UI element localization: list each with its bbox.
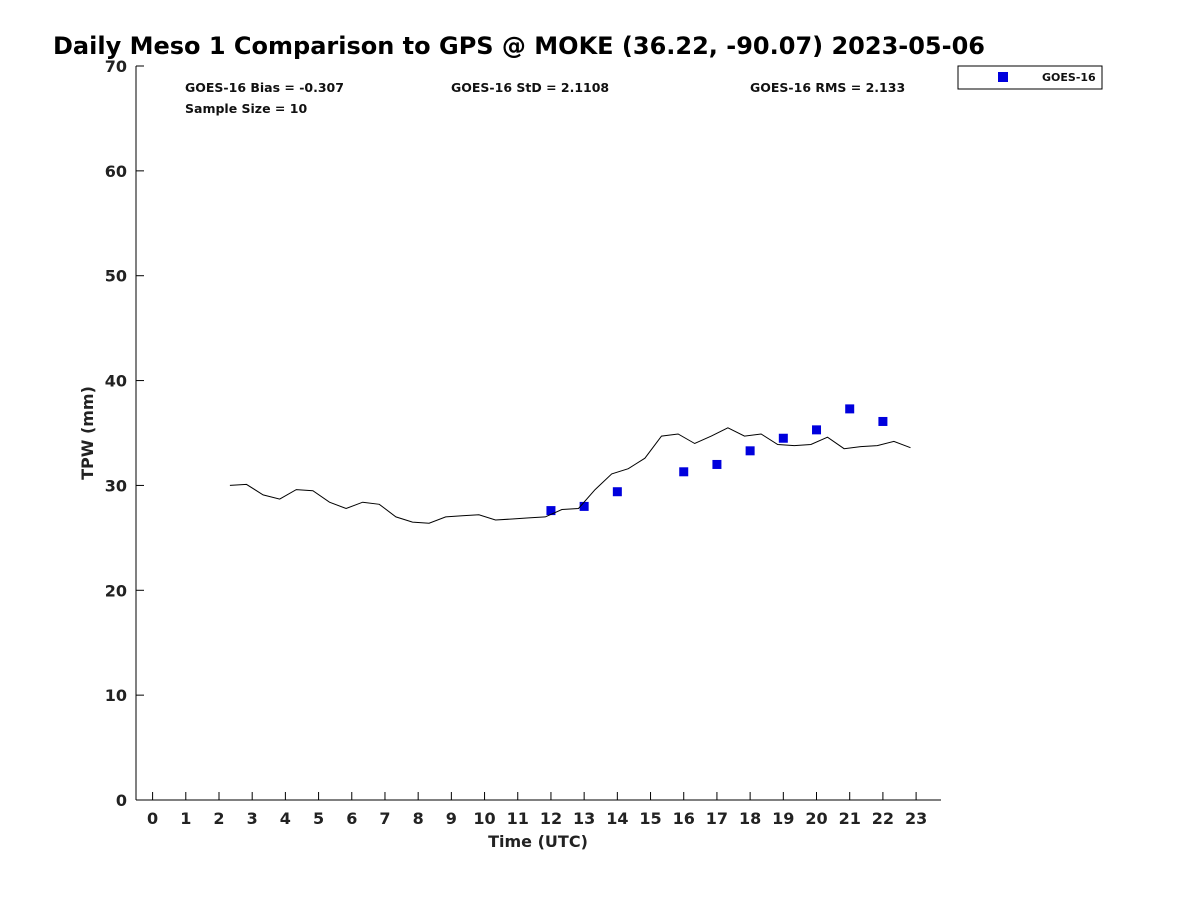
x-tick-label: 10 [473, 809, 495, 828]
x-tick-label: 16 [673, 809, 695, 828]
legend: GOES-16 [957, 65, 1103, 90]
axes [135, 66, 941, 801]
gps-tpw-line [229, 427, 911, 524]
y-tick-label: 10 [105, 686, 127, 705]
sample-size-stat: Sample Size = 10 [185, 101, 307, 116]
goes16-point [878, 416, 888, 426]
bias-stat: GOES-16 Bias = -0.307 [185, 80, 344, 95]
x-tick-label: 23 [905, 809, 927, 828]
goes16-point [745, 446, 755, 456]
y-tick-label: 70 [105, 57, 127, 76]
legend-box [957, 65, 1103, 90]
x-axis-label: Time (UTC) [488, 832, 588, 851]
x-tick-label: 7 [379, 809, 390, 828]
y-tick-label: 50 [105, 267, 127, 286]
x-tick-label: 3 [247, 809, 258, 828]
x-tick-label: 1 [180, 809, 191, 828]
plot-area [229, 404, 911, 524]
y-tick-label: 20 [105, 581, 127, 600]
y-axis-label: TPW (mm) [78, 386, 97, 480]
x-tick-label: 9 [446, 809, 457, 828]
x-tick-label: 4 [280, 809, 291, 828]
x-tick-label: 18 [739, 809, 761, 828]
goes16-point [546, 506, 556, 516]
std-stat: GOES-16 StD = 2.1108 [451, 80, 609, 95]
x-tick-label: 14 [606, 809, 628, 828]
x-tick-label: 0 [147, 809, 158, 828]
x-tick-label: 5 [313, 809, 324, 828]
y-tick-label: 60 [105, 162, 127, 181]
goes16-point [712, 459, 722, 469]
legend-marker [998, 72, 1008, 82]
x-tick-label: 19 [772, 809, 794, 828]
x-tick-label: 20 [805, 809, 827, 828]
x-axis-ticks: 0 1 2 3 4 5 6 7 8 9 10 11 12 13 14 15 16 17 18 19 20 21 22 23 [147, 792, 927, 828]
rms-stat: GOES-16 RMS = 2.133 [750, 80, 905, 95]
y-tick-label: 40 [105, 372, 127, 391]
goes16-point [612, 487, 622, 497]
chart-title: Daily Meso 1 Comparison to GPS @ MOKE (3… [53, 32, 985, 60]
x-tick-label: 6 [346, 809, 357, 828]
x-tick-label: 17 [706, 809, 728, 828]
x-tick-label: 12 [540, 809, 562, 828]
x-tick-label: 15 [639, 809, 661, 828]
y-tick-label: 0 [116, 791, 127, 810]
y-axis-ticks: 0 10 20 30 40 50 60 70 [105, 57, 144, 810]
goes16-point [778, 433, 788, 443]
goes16-point [579, 501, 589, 511]
legend-label: GOES-16 [1042, 71, 1096, 84]
x-tick-label: 13 [573, 809, 595, 828]
x-tick-label: 22 [872, 809, 894, 828]
goes16-point [679, 467, 689, 477]
goes16-point [845, 404, 855, 414]
goes16-point [812, 425, 822, 435]
x-tick-label: 11 [507, 809, 529, 828]
x-tick-label: 2 [213, 809, 224, 828]
x-tick-label: 21 [839, 809, 861, 828]
x-tick-label: 8 [413, 809, 424, 828]
y-tick-label: 30 [105, 476, 127, 495]
